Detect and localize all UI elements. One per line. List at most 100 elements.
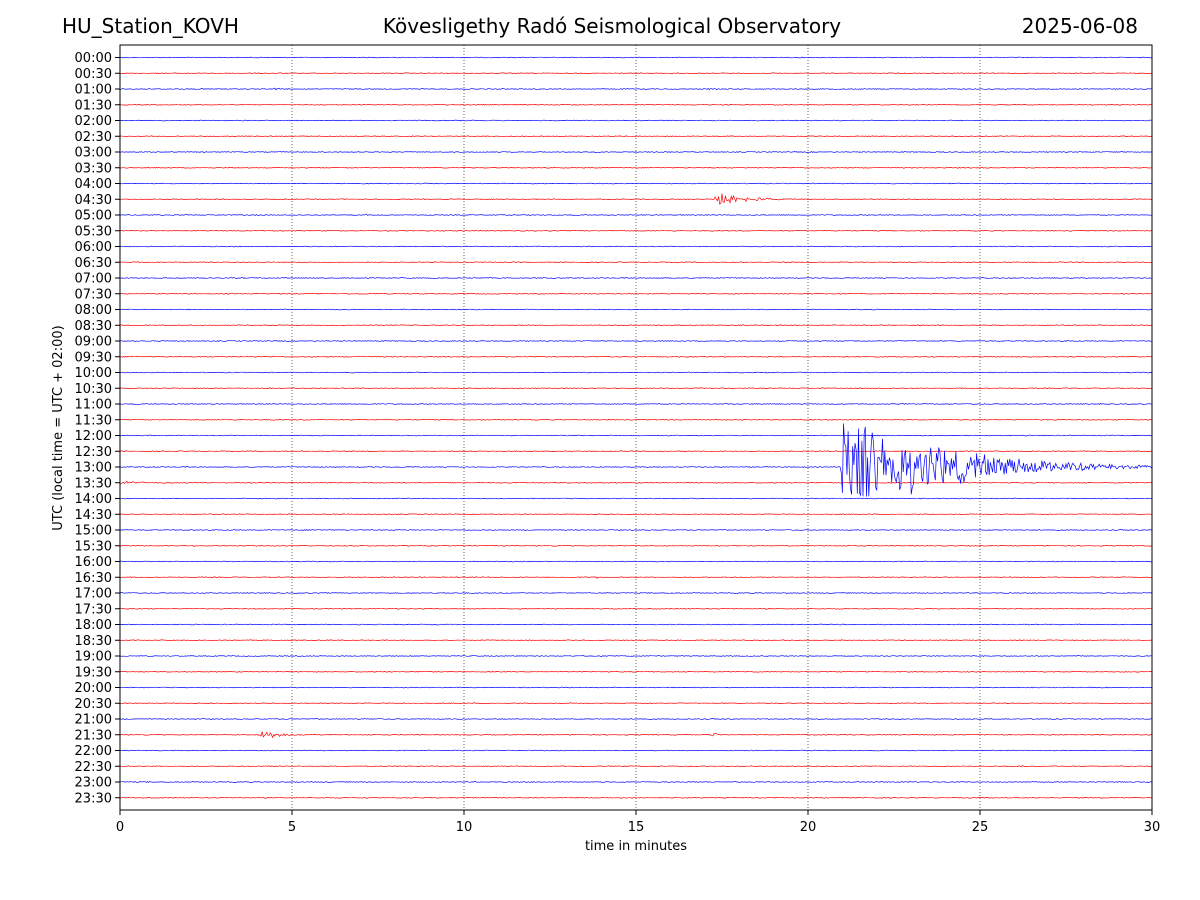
trace-1600 — [119, 560, 1153, 563]
x-axis: 0 5 10 15 20 25 30 — [116, 810, 1160, 835]
y-tick-label: 12:00 — [75, 429, 112, 444]
trace-1500 — [119, 529, 1153, 531]
trace-1800 — [119, 623, 1153, 626]
trace-1330 — [119, 480, 1152, 485]
trace-2000 — [119, 686, 1153, 689]
trace-0200 — [119, 119, 1152, 122]
trace-1530 — [119, 544, 1153, 547]
trace-0800 — [119, 308, 1153, 311]
y-tick-label: 22:00 — [75, 744, 112, 759]
y-tick-label: 19:00 — [75, 650, 112, 665]
grid-lines — [291, 45, 981, 810]
y-tick-label: 10:30 — [75, 382, 112, 397]
seismic-traces — [119, 56, 1153, 799]
date-label: 2025-06-08 — [1021, 14, 1138, 38]
y-tick-label: 16:00 — [75, 555, 112, 570]
trace-0000 — [119, 56, 1153, 59]
trace-0100 — [120, 87, 1153, 91]
y-tick-label: 15:00 — [75, 524, 112, 539]
trace-0400 — [119, 182, 1153, 185]
y-tick-label: 20:00 — [75, 681, 112, 696]
trace-1630 — [119, 576, 1153, 580]
trace-2030 — [119, 702, 1153, 705]
trace-0130 — [119, 103, 1153, 106]
trace-0330 — [119, 166, 1152, 169]
x-tick-label: 30 — [1144, 820, 1161, 835]
y-tick-label: 20:30 — [75, 697, 112, 712]
y-tick-label: 12:30 — [75, 445, 112, 460]
trace-1730 — [119, 607, 1153, 610]
y-tick-label: 04:30 — [75, 193, 112, 208]
y-tick-label: 01:30 — [75, 98, 112, 113]
y-tick-label: 09:00 — [75, 335, 112, 350]
y-tick-label: 15:30 — [75, 539, 112, 554]
trace-1030 — [119, 387, 1153, 390]
trace-1700 — [119, 592, 1153, 594]
trace-2100 — [119, 718, 1153, 721]
y-tick-label: 00:00 — [75, 51, 112, 66]
y-tick-label: 17:30 — [75, 602, 112, 617]
trace-1230 — [119, 450, 1152, 453]
y-tick-label: 02:30 — [75, 130, 112, 145]
y-tick-label: 10:00 — [75, 366, 112, 381]
trace-1100 — [119, 403, 1153, 405]
trace-1300 — [119, 423, 1153, 497]
y-tick-label: 21:30 — [75, 728, 112, 743]
trace-1130 — [119, 418, 1153, 421]
trace-0500 — [119, 214, 1152, 216]
y-tick-label: 22:30 — [75, 760, 112, 775]
y-tick-label: 16:30 — [75, 571, 112, 586]
y-tick-label: 03:00 — [75, 146, 112, 161]
y-tick-label: 23:00 — [75, 776, 112, 791]
trace-1900 — [119, 655, 1153, 657]
trace-0230 — [119, 135, 1153, 138]
y-tick-label: 14:30 — [75, 508, 112, 523]
y-tick-label: 00:30 — [75, 67, 112, 82]
trace-0030 — [119, 72, 1153, 75]
y-tick-label: 11:30 — [75, 413, 112, 428]
x-tick-label: 5 — [288, 820, 296, 835]
y-tick-label: 03:30 — [75, 161, 112, 176]
y-tick-label: 07:00 — [75, 272, 112, 287]
y-axis: 00:0000:3001:0001:3002:0002:3003:0003:30… — [75, 51, 120, 806]
trace-1930 — [119, 670, 1153, 673]
y-tick-label: 13:30 — [75, 476, 112, 491]
trace-0700 — [119, 277, 1153, 279]
trace-1000 — [119, 371, 1153, 374]
trace-0730 — [119, 292, 1153, 295]
y-tick-label: 08:30 — [75, 319, 112, 334]
trace-0430 — [119, 193, 1152, 205]
y-tick-label: 01:00 — [75, 83, 112, 98]
y-tick-label: 13:00 — [75, 461, 112, 476]
trace-1400 — [120, 497, 1153, 500]
y-tick-label: 05:00 — [75, 209, 112, 224]
y-tick-label: 23:30 — [75, 791, 112, 806]
x-tick-label: 10 — [456, 820, 473, 835]
trace-0630 — [119, 261, 1153, 264]
y-tick-label: 04:00 — [75, 177, 112, 192]
y-tick-label: 08:00 — [75, 303, 112, 318]
trace-0830 — [119, 324, 1152, 327]
y-tick-label: 19:30 — [75, 665, 112, 680]
y-tick-label: 07:30 — [75, 287, 112, 302]
trace-2300 — [120, 781, 1153, 783]
y-axis-label: UTC (local time = UTC + 02:00) — [51, 325, 66, 530]
trace-1430 — [119, 513, 1153, 516]
trace-2230 — [119, 765, 1153, 768]
x-tick-label: 15 — [628, 820, 645, 835]
y-tick-label: 09:30 — [75, 350, 112, 365]
trace-1830 — [120, 639, 1153, 642]
y-tick-label: 05:30 — [75, 224, 112, 239]
y-tick-label: 14:00 — [75, 492, 112, 507]
y-tick-label: 17:00 — [75, 587, 112, 602]
x-tick-label: 20 — [800, 820, 817, 835]
trace-1200 — [120, 434, 1153, 437]
trace-2330 — [120, 796, 1153, 799]
y-tick-label: 18:00 — [75, 618, 112, 633]
x-tick-label: 25 — [972, 820, 989, 835]
station-label: HU_Station_KOVH — [62, 14, 239, 38]
trace-0530 — [119, 229, 1153, 232]
trace-0930 — [119, 355, 1153, 358]
y-tick-label: 06:00 — [75, 240, 112, 255]
